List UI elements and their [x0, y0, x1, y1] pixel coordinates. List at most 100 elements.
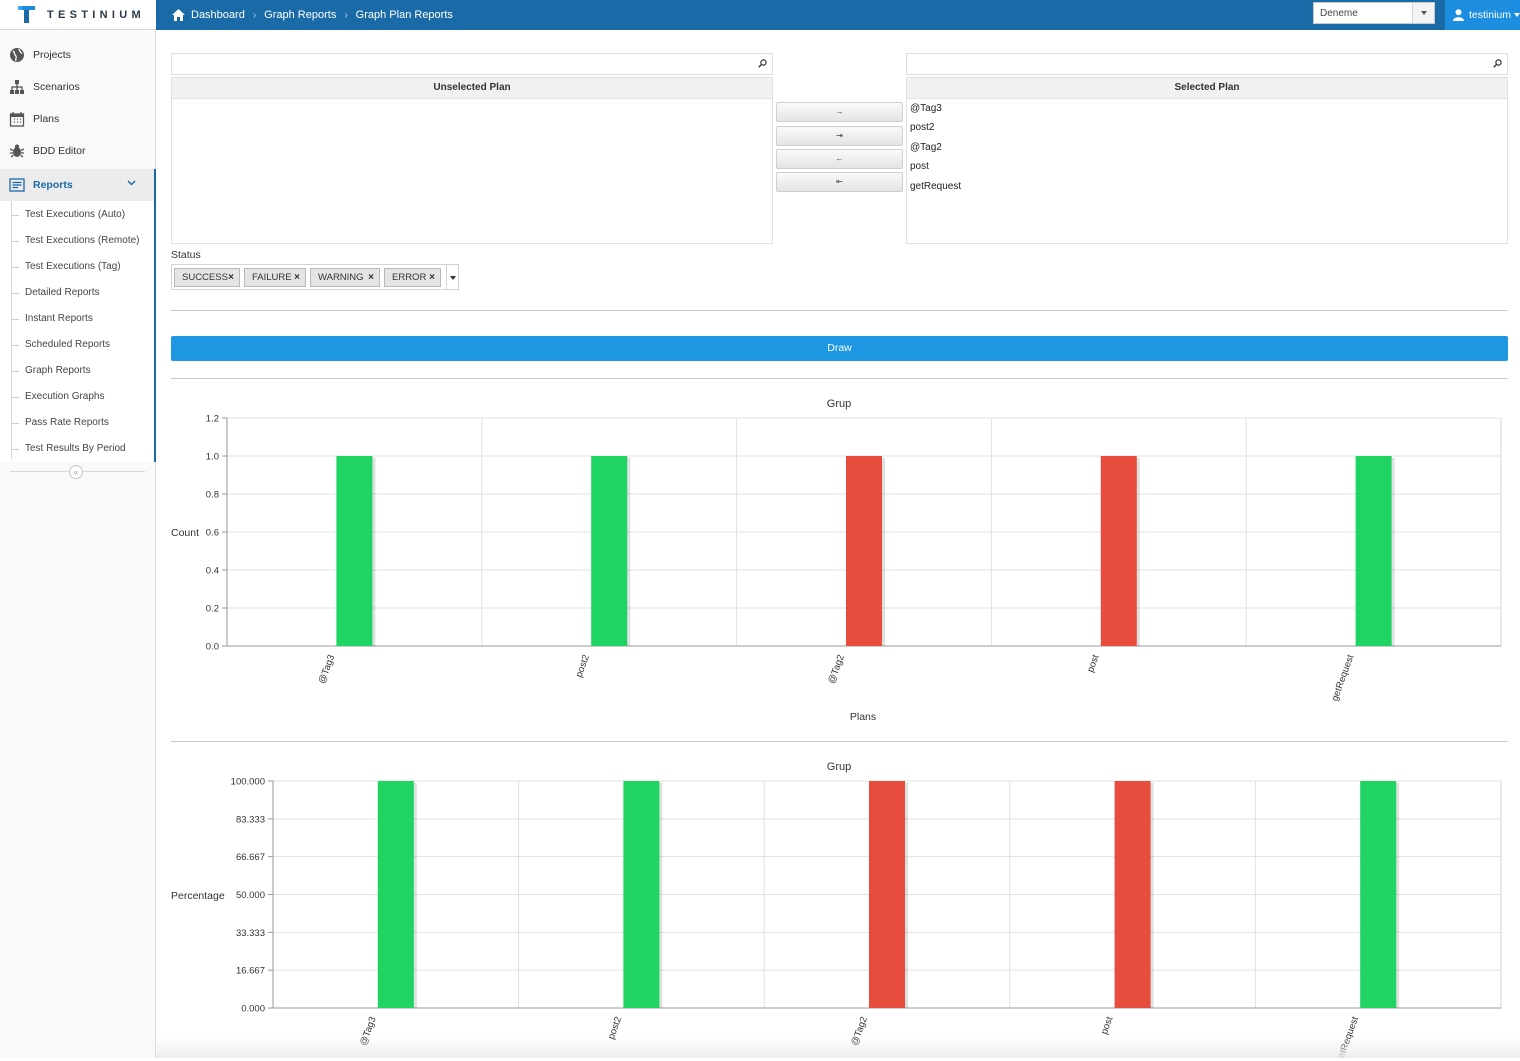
y-tick-label: 33.333: [236, 928, 265, 939]
move-all-button[interactable]: ⇥: [776, 126, 903, 146]
chevron-down-icon[interactable]: [127, 180, 136, 186]
breadcrumb-graph-reports[interactable]: Graph Reports: [264, 9, 337, 21]
sidebar-item-reports[interactable]: Reports: [0, 169, 156, 201]
caret-down-icon: [1514, 13, 1520, 17]
remove-tag-icon[interactable]: ×: [294, 272, 300, 283]
bar[interactable]: [336, 456, 373, 646]
remove-selected-button[interactable]: ←: [776, 149, 903, 169]
sidebar-item-label: Projects: [33, 49, 71, 61]
remove-tag-icon[interactable]: ×: [368, 272, 374, 283]
user-icon: [1453, 9, 1464, 21]
breadcrumb: Dashboard › Graph Reports › Graph Plan R…: [172, 0, 453, 30]
bar[interactable]: [846, 456, 882, 646]
bottom-fade: [156, 1038, 1520, 1058]
list-item[interactable]: @Tag2: [910, 142, 942, 153]
bar[interactable]: [1360, 781, 1397, 1008]
sitemap-icon: [10, 80, 24, 94]
submenu-item-test-executions-tag[interactable]: Test Executions (Tag): [12, 261, 121, 272]
bar[interactable]: [869, 781, 905, 1008]
x-tick-label: post2: [574, 653, 592, 679]
chart-y-label: Percentage: [171, 890, 225, 902]
submenu-item-test-results-by-period[interactable]: Test Results By Period: [12, 443, 126, 454]
y-tick-label: 0.4: [206, 566, 219, 577]
draw-button[interactable]: Draw: [171, 336, 1508, 361]
remove-all-button[interactable]: ⇤: [776, 172, 903, 192]
sidebar-item-label: Scenarios: [33, 81, 80, 93]
tag-label: FAILURE: [252, 272, 292, 283]
status-tag-warning: WARNING ×: [310, 268, 380, 287]
bar[interactable]: [1114, 781, 1151, 1008]
x-tick-label: post: [1099, 1015, 1116, 1036]
sidebar-item-label: BDD Editor: [33, 145, 86, 157]
submenu-item-execution-graphs[interactable]: Execution Graphs: [12, 391, 105, 402]
tag-label: WARNING: [318, 272, 364, 283]
y-tick-label: 0.000: [241, 1004, 265, 1015]
x-tick-label: getRequest: [1329, 653, 1356, 703]
calendar-icon: [9, 112, 25, 127]
x-tick-label: @Tag2: [826, 653, 847, 685]
breadcrumb-separator-icon: ›: [252, 9, 257, 21]
list-item[interactable]: post: [910, 161, 929, 172]
remove-tag-icon[interactable]: ×: [228, 272, 234, 283]
bar[interactable]: [1100, 456, 1137, 646]
bar[interactable]: [591, 456, 628, 646]
y-tick-label: 100.000: [231, 777, 265, 788]
move-selected-button[interactable]: →: [776, 102, 903, 122]
search-icon: [1493, 59, 1502, 68]
selected-plan-list[interactable]: Selected Plan @Tag3 post2 @Tag2 post get…: [906, 77, 1508, 244]
sidebar-item-projects[interactable]: Projects: [0, 39, 156, 71]
tag-label: SUCCESS: [182, 272, 228, 283]
logo[interactable]: TESTINIUM: [0, 0, 156, 30]
list-item[interactable]: post2: [910, 122, 935, 133]
collapse-sidebar-icon[interactable]: «: [69, 465, 83, 479]
count-bar-chart: Grup Count Plans 0.0 0.2 0.4 0.6 0.8 1.0 1.2 @T…: [171, 398, 1502, 723]
chart-y-label: Count: [171, 527, 199, 539]
bar[interactable]: [377, 781, 414, 1008]
y-tick-label: 66.667: [236, 852, 265, 863]
submenu-item-pass-rate-reports[interactable]: Pass Rate Reports: [12, 417, 109, 428]
submenu-item-detailed-reports[interactable]: Detailed Reports: [11, 287, 100, 298]
y-tick-label: 0.8: [206, 490, 219, 501]
breadcrumb-dashboard[interactable]: Dashboard: [191, 9, 245, 21]
status-tag-success: SUCCESS ×: [174, 268, 240, 287]
reports-submenu: Test Executions (Auto) Test Executions (…: [0, 201, 156, 462]
unselected-filter-input[interactable]: [171, 53, 773, 75]
breadcrumb-separator-icon: ›: [344, 9, 348, 21]
y-tick-label: 1.2: [206, 414, 219, 425]
sidebar-item-bdd-editor[interactable]: BDD Editor: [0, 135, 156, 167]
x-tick-label: @Tag3: [317, 653, 338, 685]
sidebar-item-plans[interactable]: Plans: [0, 103, 156, 135]
chart-title: Grup: [827, 398, 851, 410]
y-tick-label: 50.000: [236, 890, 265, 901]
selected-filter-input[interactable]: [906, 53, 1508, 75]
sidebar-item-scenarios[interactable]: Scenarios: [0, 71, 156, 103]
chart-title: Grup: [827, 761, 851, 773]
list-item[interactable]: getRequest: [910, 181, 962, 192]
list-item[interactable]: @Tag3: [910, 103, 942, 114]
submenu-item-test-executions-auto[interactable]: Test Executions (Auto): [11, 209, 126, 220]
status-multiselect[interactable]: SUCCESS × FAILURE × WARNING × ERROR ×: [171, 264, 459, 290]
globe-icon: [10, 48, 24, 62]
chevron-down-icon[interactable]: [446, 265, 458, 289]
submenu-item-graph-reports[interactable]: Graph Reports: [12, 365, 91, 376]
chevron-down-icon[interactable]: [1412, 3, 1434, 23]
submenu-item-scheduled-reports[interactable]: Scheduled Reports: [11, 339, 111, 350]
submenu-item-instant-reports[interactable]: Instant Reports: [12, 313, 93, 324]
home-icon[interactable]: [172, 9, 185, 21]
remove-tag-icon[interactable]: ×: [429, 272, 435, 283]
logo-text: TESTINIUM: [47, 9, 145, 21]
divider: [171, 310, 1508, 311]
project-select[interactable]: Deneme: [1313, 2, 1435, 24]
bug-icon: [9, 144, 25, 158]
unselected-plan-title: Unselected Plan: [172, 78, 772, 99]
chart-x-label: Plans: [850, 711, 876, 723]
bar[interactable]: [1355, 456, 1392, 646]
user-menu-button[interactable]: testinium: [1445, 0, 1520, 30]
unselected-plan-list[interactable]: Unselected Plan: [171, 77, 773, 244]
bar[interactable]: [623, 781, 660, 1008]
submenu-item-test-executions-remote[interactable]: Test Executions (Remote): [12, 235, 140, 246]
user-name: testinium: [1468, 9, 1511, 21]
y-tick-label: 0.0: [206, 642, 219, 653]
y-tick-label: 1.0: [206, 452, 219, 463]
count-chart: Grup Count Plans 0.0 0.2 0.4 0.6 0.8 1.0 1.2 @T…: [171, 390, 1508, 730]
